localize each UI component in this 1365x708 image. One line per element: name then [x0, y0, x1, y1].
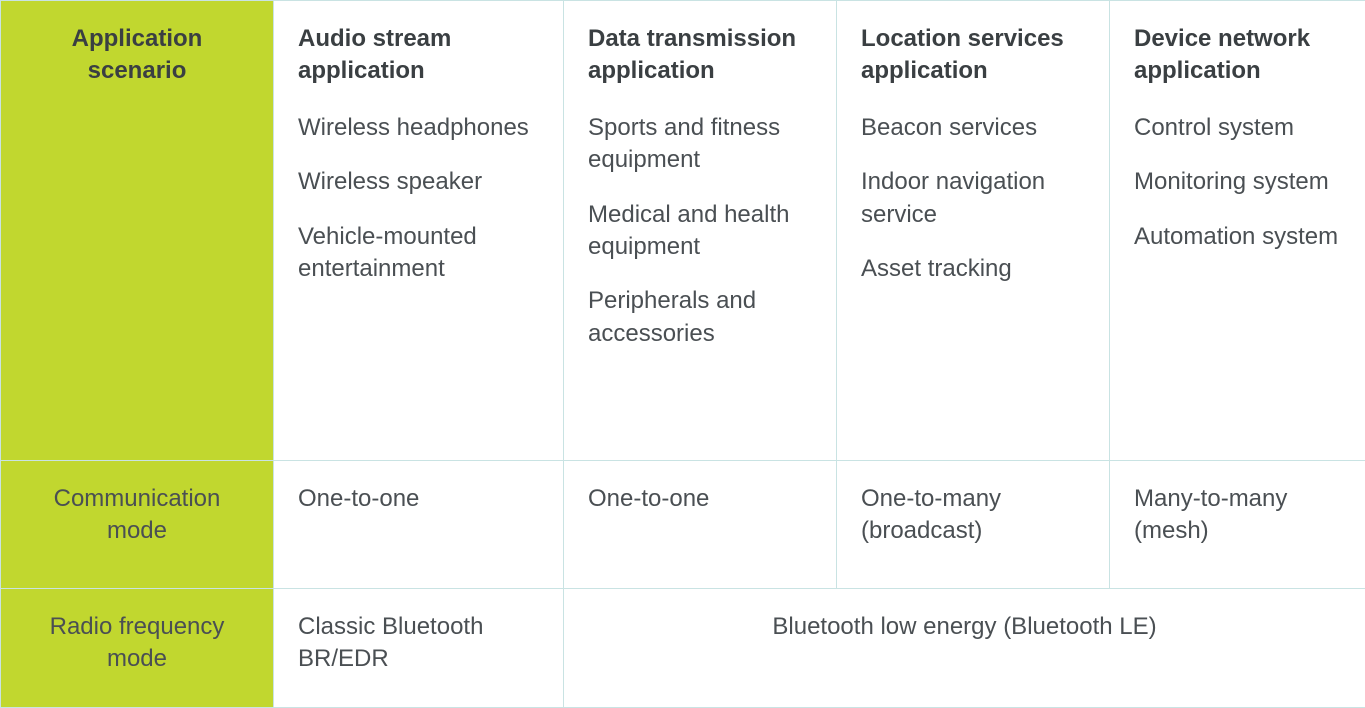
- cell-value: Bluetooth low energy (Bluetooth LE): [772, 613, 1156, 640]
- table-row: Radio frequency mode Classic Bluetooth B…: [1, 589, 1365, 708]
- cell-comm-mode: One-to-one: [564, 461, 837, 589]
- list-item: Wireless head­phones: [298, 112, 539, 144]
- list-item: Medical and health equipment: [588, 199, 812, 264]
- column-title: Data transmission application: [588, 23, 812, 88]
- list-item: Wireless speaker: [298, 166, 539, 198]
- row-header-rf-mode: Radio frequency mode: [1, 589, 274, 708]
- column-title: Audio stream application: [298, 23, 539, 88]
- list-item: Vehicle-mounted entertainment: [298, 221, 539, 286]
- cell-value: Many-to-many (mesh): [1134, 485, 1287, 544]
- cell-device-network: Device network application Control syste…: [1110, 1, 1365, 461]
- cell-value: One-to-many (broadcast): [861, 485, 1001, 544]
- cell-location-services: Location services application Beacon ser…: [837, 1, 1110, 461]
- list-item: Beacon services: [861, 112, 1085, 144]
- row-header-label: Radio frequency mode: [50, 613, 225, 672]
- table-row: Communication mode One-to-one One-to-one…: [1, 461, 1365, 589]
- cell-comm-mode: One-to-many (broadcast): [837, 461, 1110, 589]
- list-item: Peripherals and accessories: [588, 285, 812, 350]
- column-title: Location services application: [861, 23, 1085, 88]
- cell-value: Classic Bluetooth BR/EDR: [298, 613, 483, 672]
- list-item: Monitoring system: [1134, 166, 1341, 198]
- cell-comm-mode: One-to-one: [274, 461, 564, 589]
- cell-comm-mode: Many-to-many (mesh): [1110, 461, 1365, 589]
- list-item: Sports and fitness equipment: [588, 112, 812, 177]
- cell-data-transmission: Data transmission application Sports and…: [564, 1, 837, 461]
- row-header-application-scenario: Application scenario: [1, 1, 274, 461]
- row-header-label: Application scenario: [72, 25, 203, 84]
- cell-rf-mode: Classic Bluetooth BR/EDR: [274, 589, 564, 708]
- list-item: Automation system: [1134, 221, 1341, 253]
- column-title: Device network application: [1134, 23, 1341, 88]
- table-row: Application scenario Audio stream applic…: [1, 1, 1365, 461]
- bluetooth-applications-table: Application scenario Audio stream applic…: [0, 0, 1365, 708]
- list-item: Asset tracking: [861, 253, 1085, 285]
- cell-rf-mode-merged: Bluetooth low energy (Bluetooth LE): [564, 589, 1365, 708]
- cell-value: One-to-one: [298, 485, 419, 512]
- row-header-communication-mode: Communication mode: [1, 461, 274, 589]
- row-header-label: Communication mode: [54, 485, 221, 544]
- list-item: Indoor navigation service: [861, 166, 1085, 231]
- list-item: Control system: [1134, 112, 1341, 144]
- cell-audio-stream: Audio stream application Wireless head­p…: [274, 1, 564, 461]
- cell-value: One-to-one: [588, 485, 709, 512]
